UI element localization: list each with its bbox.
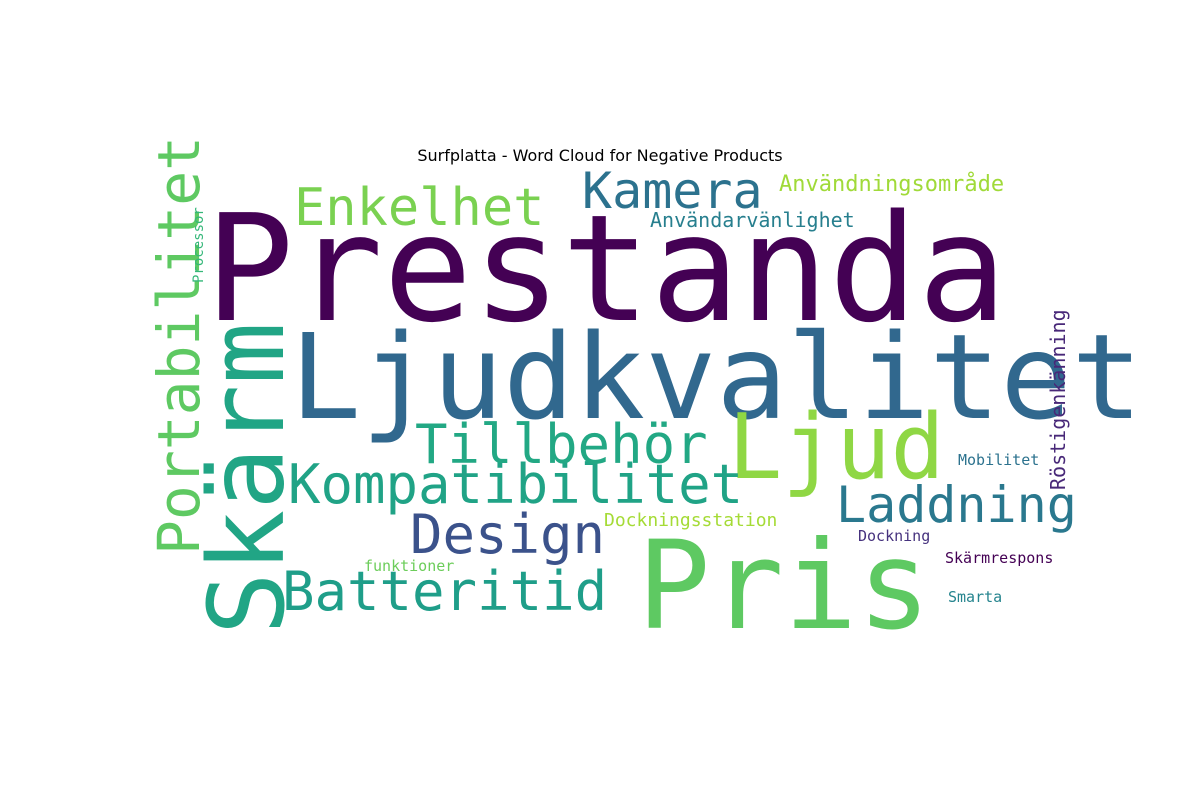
word-mobilitet: Mobilitet <box>958 451 1040 469</box>
word-dockning: Dockning <box>858 527 931 545</box>
word-ska-rmrespons: Skärmrespons <box>945 549 1054 567</box>
word-tillbeho-r: Tillbehör <box>415 413 708 476</box>
word-ro-stigenka-nning: Röstigenkänning <box>1046 309 1070 490</box>
word-dockningsstation: Dockningsstation <box>604 510 778 531</box>
word-anva-ndningsomra-de: Användningsområde <box>779 172 1005 197</box>
word-funktioner: funktioner <box>364 557 455 575</box>
word-design: Design <box>410 503 606 566</box>
word-ljudkvalitet: Ljudkvalitet <box>290 308 1143 446</box>
chart-title: Surfplatta - Word Cloud for Negative Pro… <box>417 146 783 165</box>
word-laddning: Laddning <box>836 476 1077 534</box>
word-ljud: Ljud <box>728 395 945 500</box>
word-smarta: Smarta <box>948 588 1003 606</box>
word-processor: Processor <box>191 207 207 283</box>
word-kompatibilitet: Kompatibilitet <box>288 453 744 516</box>
word-kamera: Kamera <box>582 162 763 220</box>
word-batteritid: Batteritid <box>282 560 608 623</box>
word-prestanda: Prestanda <box>205 183 1007 355</box>
word-anva-ndarva-nlighet: Användarvänlighet <box>650 208 855 232</box>
word-enkelhet: Enkelhet <box>294 178 545 238</box>
word-portabilitet: Portabilitet <box>145 135 213 555</box>
word-pris: Pris <box>637 515 931 657</box>
